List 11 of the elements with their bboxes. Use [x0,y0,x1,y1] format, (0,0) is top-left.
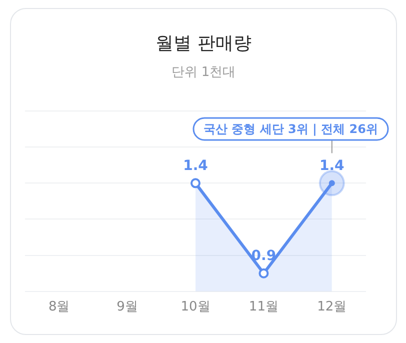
x-tick-label: 10월 [180,300,210,315]
x-tick-label: 12월 [317,300,347,315]
data-label: 1.4 [183,158,208,174]
data-label: 0.9 [251,248,276,264]
x-tick-label: 11월 [248,300,278,315]
x-tick-label: 8월 [48,300,70,315]
annotation: 국산 중형 세단 3위 | 전체 26위 [204,122,378,136]
x-tick-label: 9월 [116,300,138,315]
chart-subtitle: 단위 1천대 [170,64,237,81]
chart-title: 월별 판매량 [154,32,252,55]
data-label: 1.4 [319,158,345,174]
